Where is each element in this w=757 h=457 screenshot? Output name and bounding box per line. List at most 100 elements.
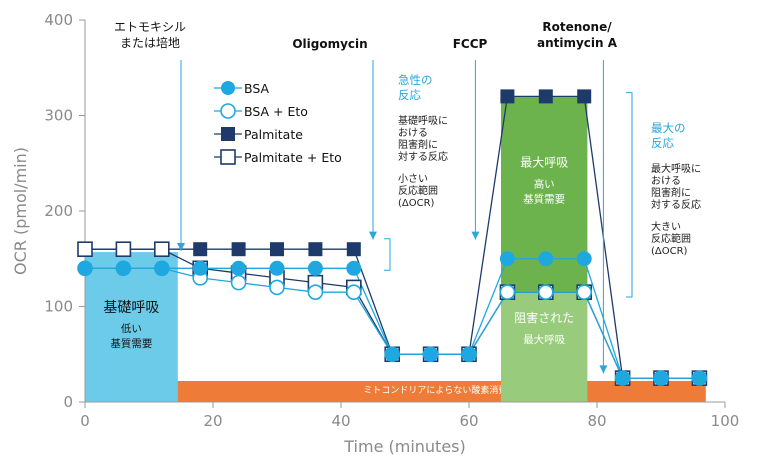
y-tick-label: 0	[63, 393, 73, 411]
x-axis-label: Time (minutes)	[343, 437, 466, 456]
point-palmitate	[500, 89, 515, 104]
non-mito-bar-label: ミトコンドリアによらない酸素消費	[363, 384, 507, 396]
legend-label-2: Palmitate	[244, 127, 303, 142]
injection-label-2-0: FCCP	[453, 37, 488, 51]
point-bsa	[154, 260, 170, 276]
point-bsa	[538, 251, 554, 267]
series-markers-layer	[77, 89, 708, 386]
legend-marker-2	[221, 127, 235, 141]
legend: BSA BSA + Eto Palmitate Palmitate + Eto	[214, 81, 342, 165]
bracket-maximal	[626, 92, 633, 298]
region-sublabel-1-1: 基質需要	[523, 192, 565, 205]
injection-label-3-1: antimycin A	[537, 36, 618, 50]
bracket-acute	[384, 238, 391, 271]
region-label-0: 基礎呼吸	[103, 299, 159, 316]
point-bsa	[231, 260, 247, 276]
point-palmitate	[346, 242, 361, 257]
point-palmitate	[270, 242, 284, 257]
point-bsa	[461, 346, 477, 362]
point-bsa	[307, 260, 323, 276]
region-sublabel-1-0: 高い	[534, 177, 555, 190]
annotation-sub-0-1: 反応範囲	[398, 184, 438, 197]
point-palmitate-eto	[154, 241, 170, 257]
point-palmitate	[193, 242, 208, 257]
x-tick-label: 0	[80, 412, 90, 430]
point-palmitate	[308, 242, 323, 257]
annotation-heading-0-1: 反応	[398, 88, 421, 102]
point-palmitate	[538, 89, 553, 104]
point-bsa	[384, 346, 400, 362]
point-bsa	[115, 260, 131, 276]
x-tick-label: 20	[203, 412, 222, 430]
point-bsa	[576, 251, 592, 267]
annotation-sub-1-1: 反応範囲	[651, 232, 691, 245]
point-bsa-eto	[576, 284, 593, 300]
x-tick-label: 40	[331, 412, 350, 430]
y-tick-label: 400	[44, 11, 73, 29]
legend-marker-3	[220, 149, 236, 165]
y-tick-label: 300	[44, 107, 73, 125]
injection-arrowhead-3	[599, 365, 608, 374]
point-bsa-eto	[345, 284, 362, 300]
annotation-line-1-0: 最大呼吸に	[651, 162, 701, 175]
injection-arrowhead-0	[177, 242, 185, 251]
point-bsa	[691, 370, 707, 386]
point-bsa	[77, 260, 93, 276]
region-sublabel-0-1: 基質需要	[110, 337, 152, 350]
region-label-2: 阻害された	[514, 310, 574, 325]
point-palmitate	[577, 89, 592, 104]
injection-arrowhead-2	[471, 231, 480, 240]
point-bsa	[346, 260, 362, 276]
y-axis-label: OCR (pmol/min)	[11, 147, 30, 275]
point-bsa	[192, 260, 208, 276]
regions-layer: ミトコンドリアによらない酸素消費基礎呼吸低い基質需要最大呼吸高い基質需要阻害され…	[85, 96, 706, 402]
annotation-line-1-3: 対する反応	[651, 198, 701, 211]
point-bsa-eto	[537, 284, 554, 300]
point-bsa	[423, 346, 439, 362]
y-tick-label: 200	[44, 202, 73, 220]
injection-arrowhead-1	[369, 231, 377, 240]
annotation-sub-1-0: 大きい	[651, 220, 681, 233]
point-bsa-eto	[307, 284, 324, 300]
annotation-line-1-1: おける	[651, 175, 681, 187]
legend-label-3: Palmitate + Eto	[244, 150, 342, 165]
x-tick-label: 80	[587, 412, 606, 430]
annotation-line-0-3: 対する反応	[398, 150, 448, 163]
region-2	[501, 292, 588, 402]
region-0	[85, 252, 178, 402]
region-sublabel-2-0: 最大呼吸	[523, 333, 565, 346]
legend-marker-1	[220, 103, 236, 119]
annotation-line-1-2: 阻害剤に	[651, 186, 691, 199]
region-sublabel-0-0: 低い	[121, 322, 142, 335]
y-tick-label: 100	[44, 298, 73, 316]
annotation-line-0-0: 基礎呼吸に	[398, 114, 448, 127]
annotation-sub-0-0: 小さい	[398, 173, 428, 185]
injection-label-3-0: Rotenone/	[542, 20, 612, 34]
injection-label-0-0: エトモキシル	[114, 20, 186, 34]
x-tick-label: 60	[459, 412, 478, 430]
point-palmitate	[231, 242, 246, 257]
injection-label-1-0: Oligomycin	[292, 37, 367, 51]
annotation-sub-0-2: (ΔOCR)	[398, 198, 435, 209]
point-bsa-eto	[499, 284, 516, 300]
annotation-heading-1-0: 最大の	[651, 121, 686, 135]
annotation-heading-0-0: 急性の	[398, 73, 433, 87]
annotation-line-0-2: 阻害剤に	[398, 138, 438, 151]
point-bsa	[499, 251, 515, 267]
point-bsa	[653, 370, 669, 386]
point-palmitate-eto	[115, 241, 132, 257]
region-label-1: 最大呼吸	[520, 155, 568, 169]
point-bsa-eto	[269, 279, 285, 296]
legend-label-1: BSA + Eto	[244, 104, 308, 119]
annotation-heading-1-1: 反応	[651, 136, 674, 150]
legend-label-0: BSA	[244, 81, 270, 96]
injection-label-0-1: または培地	[120, 35, 180, 50]
axes-layer: 0 20 40 60 80 100 0 100 200 300 400 Time (minutes) O…	[11, 11, 739, 456]
annotation-line-0-1: おける	[398, 127, 428, 139]
point-palmitate-eto	[77, 241, 93, 257]
point-bsa	[615, 370, 631, 386]
x-tick-label: 100	[711, 412, 740, 430]
point-bsa-eto	[230, 274, 247, 291]
